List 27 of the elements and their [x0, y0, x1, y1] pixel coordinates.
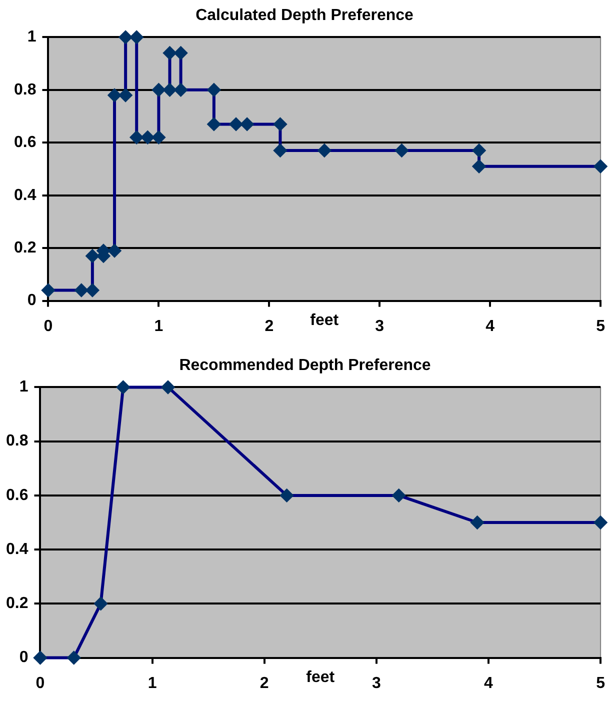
x-tick-label: 3: [372, 674, 381, 692]
x-tick-label: 3: [375, 318, 384, 335]
x-tick-label: 2: [264, 318, 274, 335]
y-tick-label: 0: [19, 649, 28, 666]
y-tick-label: 0.6: [6, 486, 28, 504]
chart-title: Calculated Depth Preference: [196, 7, 414, 24]
x-tick-label: 1: [154, 318, 164, 335]
y-tick-label: 1: [19, 378, 28, 396]
y-tick-label: 0.8: [14, 81, 36, 98]
x-tick-label: 4: [486, 318, 495, 335]
y-tick-label: 0.2: [14, 239, 36, 256]
x-tick-label: 4: [484, 674, 494, 692]
y-tick-label: 1: [27, 28, 36, 46]
x-tick-label: 0: [44, 318, 53, 335]
y-tick-label: 0.2: [6, 595, 28, 612]
y-tick-label: 0.4: [14, 186, 36, 204]
x-tick-label: 2: [260, 674, 269, 692]
x-tick-label: 5: [596, 674, 606, 692]
y-tick-label: 0.6: [14, 134, 36, 152]
y-tick-label: 0.4: [6, 540, 28, 558]
y-tick-label: 0: [27, 292, 36, 310]
chart-title: Recommended Depth Preference: [179, 357, 431, 374]
x-axis-title: feet: [310, 312, 340, 330]
x-tick-label: 5: [596, 318, 606, 335]
x-axis-title: feet: [306, 669, 336, 686]
y-tick-label: 0.8: [6, 432, 28, 450]
x-tick-label: 1: [148, 674, 157, 692]
